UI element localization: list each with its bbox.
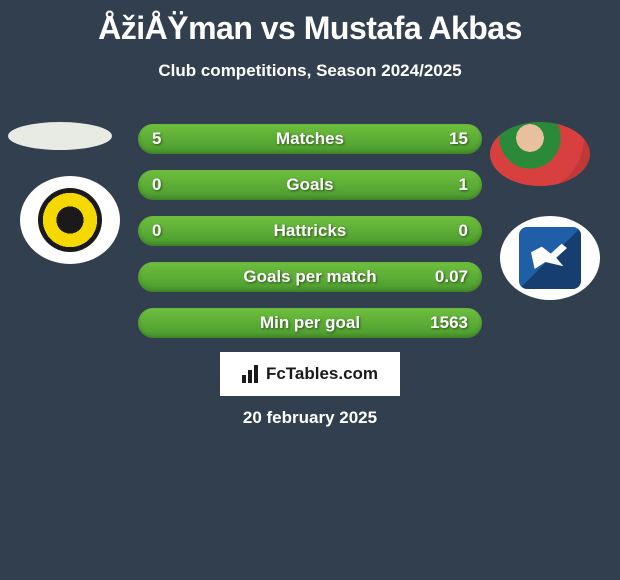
stat-label: Goals per match <box>243 267 376 287</box>
stats-container: 5 Matches 15 0 Goals 1 0 Hattricks 0 Goa… <box>138 124 482 354</box>
stat-left-value: 5 <box>152 129 192 149</box>
club-left-badge <box>20 176 120 264</box>
club-right-badge-icon <box>519 227 581 289</box>
stat-label: Min per goal <box>260 313 360 333</box>
stat-label: Hattricks <box>274 221 347 241</box>
stat-row-matches: 5 Matches 15 <box>138 124 482 154</box>
stat-left-value: 0 <box>152 221 192 241</box>
subtitle: Club competitions, Season 2024/2025 <box>0 61 620 81</box>
club-left-badge-icon <box>38 188 102 252</box>
stat-left-value: 0 <box>152 175 192 195</box>
stat-right-value: 0 <box>428 221 468 241</box>
date-label: 20 february 2025 <box>0 408 620 428</box>
stat-row-goals: 0 Goals 1 <box>138 170 482 200</box>
brand-logo[interactable]: FcTables.com <box>220 352 400 396</box>
stat-row-goals-per-match: Goals per match 0.07 <box>138 262 482 292</box>
player-right-photo <box>490 122 590 186</box>
brand-logo-text: FcTables.com <box>266 364 378 384</box>
player-left-photo <box>8 122 112 150</box>
stat-right-value: 15 <box>428 129 468 149</box>
stat-label: Matches <box>276 129 344 149</box>
stat-label: Goals <box>286 175 333 195</box>
stat-right-value: 1 <box>428 175 468 195</box>
stat-row-hattricks: 0 Hattricks 0 <box>138 216 482 246</box>
page-title: ÅžiÅŸman vs Mustafa Akbas <box>0 0 620 47</box>
club-right-badge <box>500 216 600 300</box>
stat-right-value: 1563 <box>428 313 468 333</box>
bar-chart-icon <box>242 365 264 383</box>
stat-right-value: 0.07 <box>428 267 468 287</box>
stat-row-min-per-goal: Min per goal 1563 <box>138 308 482 338</box>
